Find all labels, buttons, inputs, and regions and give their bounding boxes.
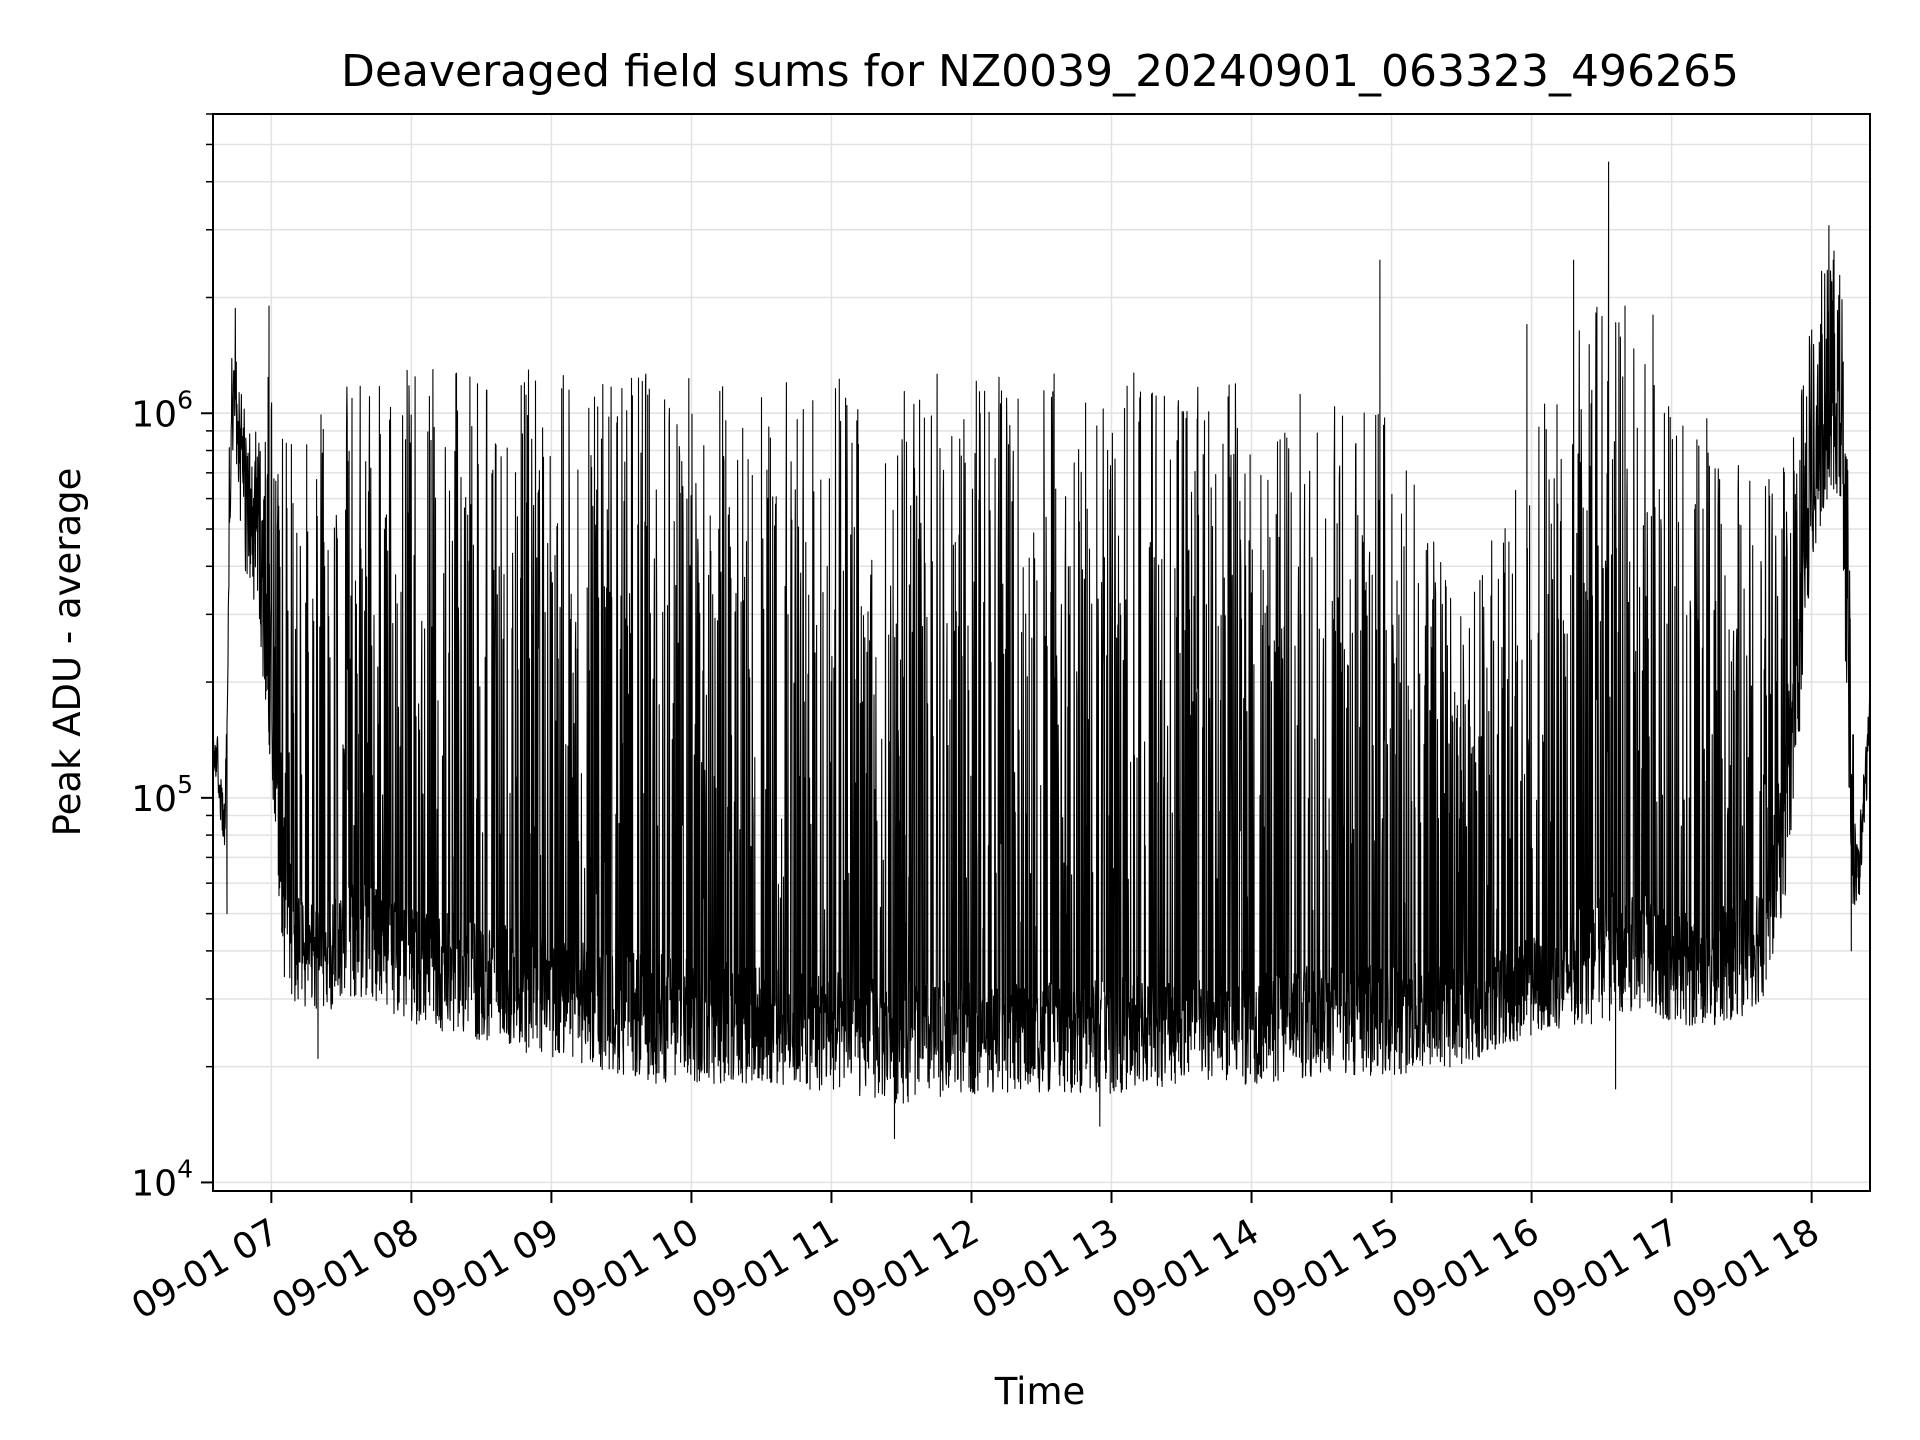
series-line-layer xyxy=(212,161,1871,1140)
chart-title: Deaveraged field sums for NZ0039_2024090… xyxy=(341,46,1739,97)
y-tick-label: 104 xyxy=(131,1154,193,1204)
y-tick-label: 105 xyxy=(131,770,193,820)
x-axis-label: Time xyxy=(994,1370,1086,1413)
y-tick-label: 106 xyxy=(131,385,193,435)
series-line xyxy=(212,161,1871,1140)
y-axis-label: Peak ADU - average xyxy=(46,468,89,837)
y-axis-ticks: 104 105 106 xyxy=(131,113,213,1204)
plot-area-frame xyxy=(212,113,1871,1192)
